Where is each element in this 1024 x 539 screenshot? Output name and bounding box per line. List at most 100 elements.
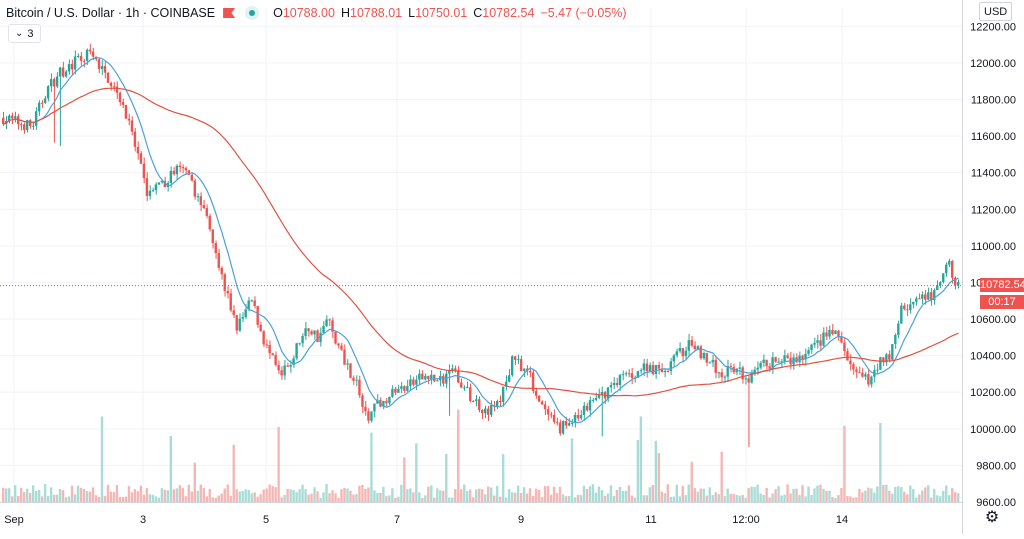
candle-body [753,369,756,373]
candle-body [226,291,229,294]
candle-body [747,378,750,383]
y-tick-label: 10000.00 [970,424,1016,436]
volume-bar [436,488,439,502]
candle-body [37,102,41,112]
volume-bar [894,486,897,502]
volume-bar [325,484,328,502]
candle-body [942,273,945,283]
volume-bar [394,497,397,502]
candle-body [717,372,720,374]
candle-body [112,86,116,88]
candle-body [28,120,32,127]
candle-body [280,370,283,376]
eye-icon[interactable] [245,6,260,20]
candle-body [388,396,391,404]
candle-body [819,340,822,346]
candle-body [349,363,352,378]
volume-bar [762,494,765,502]
candle-body [361,395,364,407]
candle-body [522,368,526,371]
candle-body [274,354,277,365]
candle-body [67,63,71,72]
volume-bar [846,496,849,502]
volume-bar [486,486,490,502]
volume-bar [142,494,146,502]
candle-body [828,330,831,337]
candle-body [561,421,565,434]
candle-body [570,422,574,424]
candle-body [810,344,813,351]
volume-bar [247,489,250,502]
candle-body [196,196,199,198]
volume-bar [277,426,280,502]
candle-body [298,343,301,345]
candle-body [507,375,511,382]
volume-bar [900,487,903,502]
candle-body [13,116,17,119]
volume-bar [85,491,89,502]
candle-body [208,215,211,230]
volume-bar [849,496,852,502]
volume-bar [37,489,41,502]
volume-bar [475,489,478,502]
candle-body [19,124,23,126]
candle-body [88,49,92,52]
low-value: 10750.01 [415,6,468,20]
chevron-down-icon: ⌄ [15,28,24,39]
volume-bar [271,486,274,502]
candle-body [783,355,786,362]
candle-body [771,357,774,369]
volume-bar [241,491,244,502]
volume-bar [109,491,113,502]
candle-body [870,376,873,385]
volume-bar [67,496,71,502]
candle-body [451,368,454,371]
volume-bar [546,486,550,502]
candle-body [181,167,185,169]
volume-bar [70,485,74,502]
candle-body [888,354,891,360]
candle-body [516,359,520,361]
candle-body [540,401,544,405]
candle-body [160,180,164,183]
candle-body [73,56,77,70]
volume-bar [136,491,140,502]
volume-bar [295,492,298,502]
candle-body [2,117,5,125]
gear-icon[interactable]: ⚙ [984,509,1000,526]
candle-body [169,170,173,184]
candle-body [316,330,319,343]
volume-bar [94,495,98,502]
volume-bar [418,492,421,502]
volume-bar [58,489,62,502]
volume-bar [759,493,762,502]
volume-bar [79,487,83,502]
volume-bar [507,489,511,502]
indicator-count: 3 [27,27,34,40]
candle-body [714,359,717,373]
y-tick-label: 11600.00 [971,131,1016,143]
volume-bar [28,492,32,502]
volume-bar [765,487,768,502]
volume-bar [834,497,837,502]
indicators-toggle[interactable]: ⌄ 3 [8,24,41,43]
candle-body [139,153,143,164]
candle-body [250,300,253,302]
flag-icon[interactable] [223,8,235,18]
volume-bar [454,489,457,502]
volume-bar [2,487,5,502]
volume-bar [481,489,484,502]
volume-bar [157,497,161,502]
volume-bar [576,495,580,502]
candle-body [609,385,613,388]
currency-button[interactable]: USD [979,2,1013,21]
volume-bar [909,485,912,502]
candle-body [394,388,397,393]
y-tick-label: 9600.00 [976,497,1016,509]
candle-body [921,294,924,299]
volume-bar [942,490,945,502]
volume-bar [304,489,307,502]
volume-bar [726,488,729,502]
